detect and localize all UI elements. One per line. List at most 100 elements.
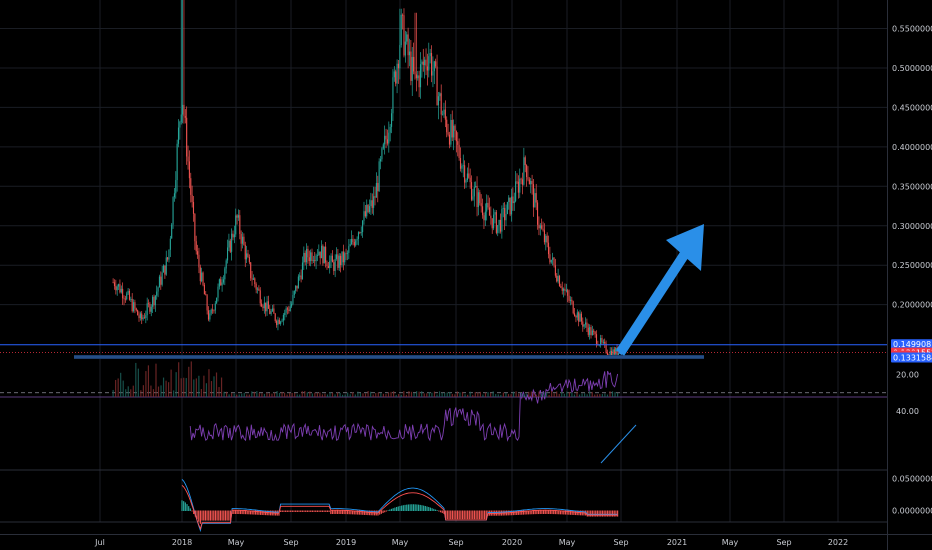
volume-bar — [324, 393, 326, 397]
candle-body — [399, 45, 401, 69]
volume-bar — [484, 392, 487, 397]
candle-body — [543, 230, 545, 243]
candle-body — [165, 257, 167, 275]
volume-bar — [251, 391, 253, 397]
candle-body — [430, 53, 433, 76]
candle-body — [545, 235, 547, 243]
candle-body — [411, 56, 413, 81]
candle-body — [281, 320, 283, 322]
volume-bar — [543, 392, 545, 397]
candle-body — [402, 14, 404, 16]
macd-histogram-bar — [514, 510, 516, 516]
macd-histogram-bar — [596, 510, 599, 517]
candle-body — [288, 309, 290, 311]
macd-histogram-bar — [615, 510, 617, 517]
candle-body — [519, 178, 521, 193]
candle-body — [190, 178, 192, 195]
volume-bar — [367, 391, 369, 397]
up-arrow-head — [666, 224, 704, 271]
candle-body — [439, 93, 441, 97]
candle-body — [113, 282, 116, 287]
candle-body — [611, 350, 613, 356]
volume-bar — [520, 393, 522, 397]
macd-histogram-bar — [310, 510, 312, 512]
volume-bar — [178, 362, 180, 397]
macd-histogram-bar — [249, 510, 252, 515]
candle-body — [501, 208, 503, 232]
macd-histogram-bar — [256, 510, 258, 515]
price-tick-label: 0.40000000 — [892, 143, 932, 152]
candle-body — [295, 285, 297, 291]
candle-body — [135, 308, 137, 311]
volume-bar — [563, 393, 565, 397]
candle-body — [378, 161, 380, 192]
macd-histogram-bar — [429, 507, 432, 511]
candle-body — [259, 290, 261, 304]
candle-body — [214, 303, 216, 311]
volume-bar — [502, 392, 504, 397]
candle-body — [593, 330, 595, 332]
candle-body — [490, 215, 492, 219]
candle-body — [233, 234, 235, 238]
macd-histogram-bar — [421, 505, 423, 511]
price-candles[interactable] — [112, 0, 619, 358]
candle-body — [322, 245, 324, 264]
volume-bar — [276, 391, 278, 397]
candle-body — [194, 213, 196, 242]
macd-histogram-bar — [316, 510, 319, 512]
macd-histogram-bar — [549, 510, 551, 515]
candle-body — [557, 276, 559, 282]
candle-body — [311, 252, 313, 261]
macd-histogram-bar — [384, 510, 386, 513]
macd-histogram-bar — [482, 510, 484, 520]
macd-histogram-bar — [283, 510, 285, 512]
candle-body — [192, 202, 195, 214]
candle-body — [338, 255, 340, 268]
candle-body — [392, 77, 394, 114]
macd-histogram-bar — [548, 510, 550, 514]
volume-bar — [231, 393, 233, 397]
candle-body — [429, 53, 431, 57]
volume-bar — [246, 394, 248, 397]
volume-bar — [127, 386, 129, 397]
macd-histogram-bar — [463, 510, 465, 520]
candle-body — [604, 341, 606, 344]
macd-histogram-bar — [460, 510, 462, 520]
volume-bar — [352, 392, 354, 397]
candle-body — [187, 156, 189, 162]
candle-body — [389, 126, 391, 133]
macd-histogram-bar — [236, 510, 238, 514]
macd-histogram-bar — [259, 510, 262, 515]
macd-histogram-bar — [288, 510, 290, 512]
macd-histogram-bar — [208, 510, 210, 521]
volume-bar — [150, 385, 152, 397]
macd-histogram-bar — [406, 504, 408, 511]
candle-body — [483, 215, 485, 221]
macd-histogram-bar — [209, 510, 212, 521]
macd-histogram-bar — [343, 510, 345, 515]
candle-body — [356, 238, 358, 241]
macd-histogram-bar — [219, 510, 222, 521]
volume-bar — [573, 394, 576, 397]
candle-body — [130, 298, 132, 300]
candle-body — [270, 311, 272, 314]
volume-bar — [291, 392, 293, 397]
candle-body — [491, 218, 493, 229]
candle-body — [202, 272, 204, 285]
volume-bar — [467, 394, 469, 397]
candle-body — [448, 134, 451, 145]
candle-body — [177, 127, 180, 144]
drawing-annotations[interactable] — [0, 224, 887, 359]
macd-histogram-bar — [480, 510, 482, 520]
candle-body — [147, 303, 150, 305]
macd-histogram-bar — [569, 510, 572, 515]
candle-body — [149, 303, 151, 312]
macd-histogram-bar — [461, 510, 464, 520]
candle-body — [469, 177, 471, 183]
macd-histogram-bar — [286, 510, 288, 512]
candle-body — [473, 187, 475, 197]
volume-bar — [568, 392, 570, 397]
candle-body — [206, 295, 208, 311]
candle-body — [408, 51, 411, 56]
